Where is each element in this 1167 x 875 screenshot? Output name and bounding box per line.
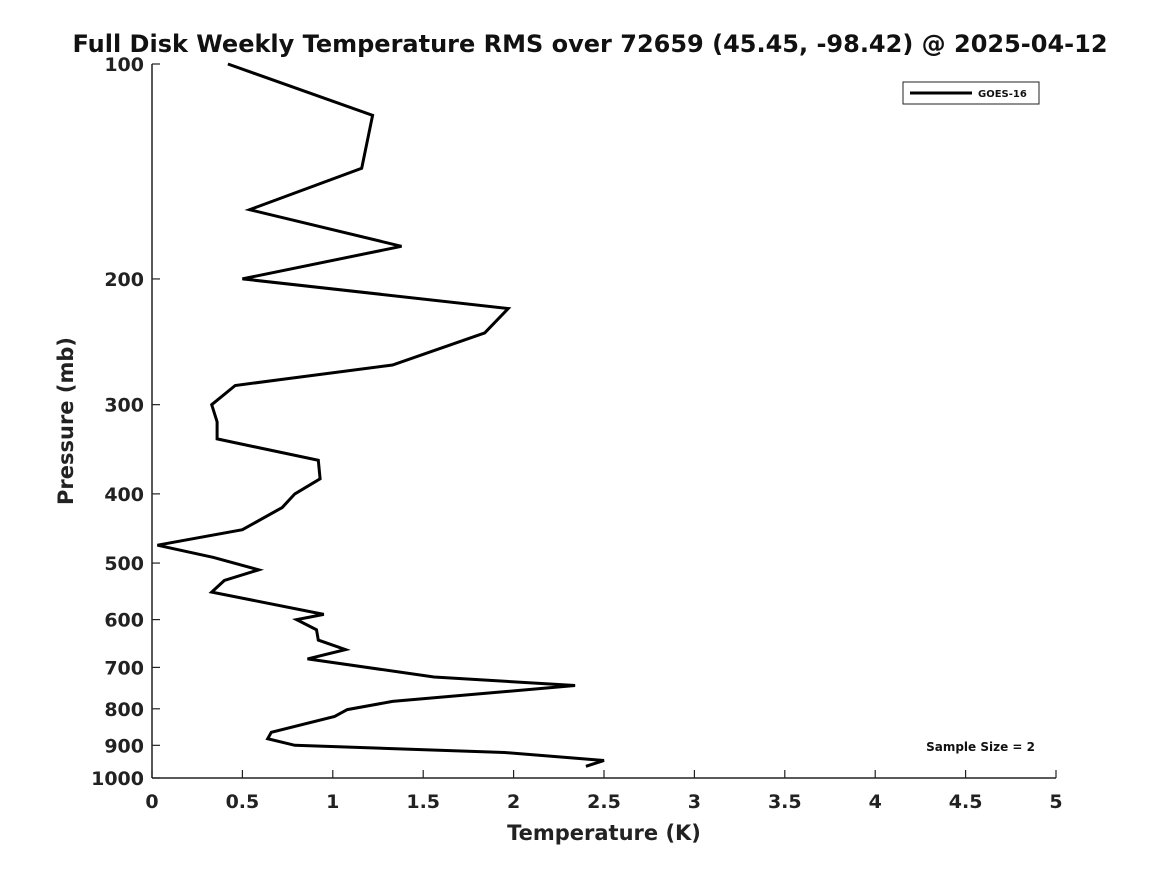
x-tick-label: 2 bbox=[507, 791, 520, 813]
x-tick-label: 5 bbox=[1049, 791, 1062, 813]
chart-title: Full Disk Weekly Temperature RMS over 72… bbox=[72, 30, 1107, 58]
x-tick-label: 4 bbox=[869, 791, 882, 813]
y-tick-label: 500 bbox=[104, 553, 144, 575]
y-tick-label: 300 bbox=[104, 395, 144, 417]
sample-size-annotation: Sample Size = 2 bbox=[926, 740, 1035, 754]
x-ticks: 0 0.5 1 1.5 2 2.5 3 3.5 4 4.5 5 bbox=[145, 770, 1063, 813]
y-tick-label: 100 bbox=[104, 54, 144, 76]
x-tick-label: 3.5 bbox=[768, 791, 802, 813]
x-tick-label: 2.5 bbox=[587, 791, 621, 813]
y-tick-label: 700 bbox=[104, 657, 144, 679]
x-tick-label: 4.5 bbox=[949, 791, 983, 813]
y-tick-label: 800 bbox=[104, 699, 144, 721]
x-tick-label: 1.5 bbox=[406, 791, 440, 813]
series-line-goes-16 bbox=[157, 62, 605, 768]
y-ticks: 100 200 300 400 500 600 700 800 900 1000 bbox=[91, 54, 160, 790]
legend: GOES-16 bbox=[902, 81, 1040, 105]
y-tick-label: 200 bbox=[104, 269, 144, 291]
x-tick-label: 0.5 bbox=[226, 791, 260, 813]
legend-label: GOES-16 bbox=[978, 89, 1027, 100]
x-tick-label: 1 bbox=[326, 791, 339, 813]
x-tick-label: 3 bbox=[688, 791, 701, 813]
y-tick-label: 900 bbox=[104, 735, 144, 757]
x-tick-label: 0 bbox=[145, 791, 158, 813]
y-tick-label: 1000 bbox=[91, 768, 144, 790]
y-axis-label: Pressure (mb) bbox=[54, 337, 78, 505]
y-tick-label: 400 bbox=[104, 484, 144, 506]
y-tick-label: 600 bbox=[104, 610, 144, 632]
x-axis-label: Temperature (K) bbox=[507, 821, 701, 845]
